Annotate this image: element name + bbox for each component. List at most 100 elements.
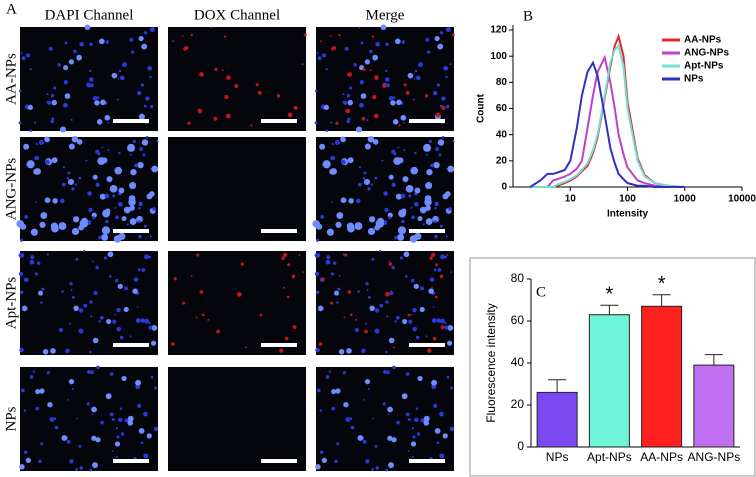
nucleus [389,290,394,296]
nucleus [25,457,32,463]
nucleus [335,388,341,394]
nucleus [143,411,148,417]
nucleus [118,187,125,194]
dox-signal [221,69,224,72]
nucleus [367,187,371,191]
nucleus [390,100,396,106]
nucleus [67,398,69,401]
dox-signal [321,277,325,281]
nucleus [64,93,71,99]
nucleus [427,50,431,54]
nucleus [325,375,330,379]
nucleus [314,121,318,125]
nucleus [416,432,421,436]
nucleus [375,219,385,228]
nucleus [396,99,402,106]
nucleus [70,289,73,291]
nucleus [147,65,153,71]
nucleus [384,207,389,212]
nucleus [347,157,354,164]
nucleus [123,206,131,214]
nucleus [425,335,428,338]
nucleus [136,215,143,223]
column-header: Merge [366,7,405,23]
nucleus [134,163,138,168]
bar [588,314,630,448]
nucleus [116,98,119,101]
dox-signal [429,256,433,260]
dox-signal [190,33,193,37]
nucleus [86,82,92,88]
nucleus [20,51,23,54]
nucleus [317,56,322,61]
nucleus [438,153,442,157]
nucleus [23,143,30,150]
dox-signal [276,94,281,98]
dox-signal [393,346,395,349]
nucleus [92,174,98,180]
nucleus [387,413,390,416]
nucleus [391,182,396,187]
y-tick-label: 60 [496,103,508,114]
nucleus [141,442,144,444]
dox-signal [338,33,341,37]
nucleus [95,437,101,443]
micrograph [168,367,306,471]
dox-signal [361,116,366,121]
nucleus [386,315,389,318]
nucleus [356,126,363,133]
nucleus [66,440,71,444]
nucleus [357,435,364,441]
nucleus [101,226,111,235]
nucleus [370,183,373,186]
nucleus [387,406,393,413]
micrograph [168,251,306,355]
nucleus [71,296,75,299]
nucleus [144,254,150,260]
nucleus [410,166,419,175]
dox-signal [441,105,446,110]
nucleus [403,122,405,124]
dox-signal [287,112,293,118]
dox-signal [286,295,290,299]
nucleus [66,177,70,180]
nucleus [446,340,453,346]
nucleus [340,159,346,165]
nucleus [440,254,446,260]
nucleus [385,42,389,46]
dox-signal [347,290,352,294]
y-tick-label: 20 [511,397,525,411]
nucleus [75,257,79,261]
nucleus [143,453,149,459]
nucleus [442,193,449,200]
nucleus [364,143,371,150]
nucleus [138,35,144,42]
nucleus [99,193,106,200]
nucleus [388,95,394,101]
scale-bar [409,119,445,123]
nucleus [47,402,53,408]
dox-signal [199,290,204,294]
nucleus [415,407,419,410]
dox-signal [344,253,348,257]
nucleus [371,257,375,261]
nucleus [73,49,77,54]
nucleus [119,335,124,340]
nucleus [445,235,448,238]
nucleus [330,121,333,124]
nucleus [397,146,400,149]
scale-bar [113,343,149,347]
nucleus [434,428,441,434]
dox-signal [245,346,247,349]
dox-signal [372,95,377,100]
nucleus [394,320,397,323]
nucleus [437,43,444,50]
nucleus [46,371,51,375]
nucleus [34,121,37,124]
dox-signal [384,292,390,297]
nucleus [340,136,346,143]
dox-signal [450,271,453,273]
nucleus [331,406,336,411]
nucleus [439,453,445,459]
nucleus [78,308,84,313]
